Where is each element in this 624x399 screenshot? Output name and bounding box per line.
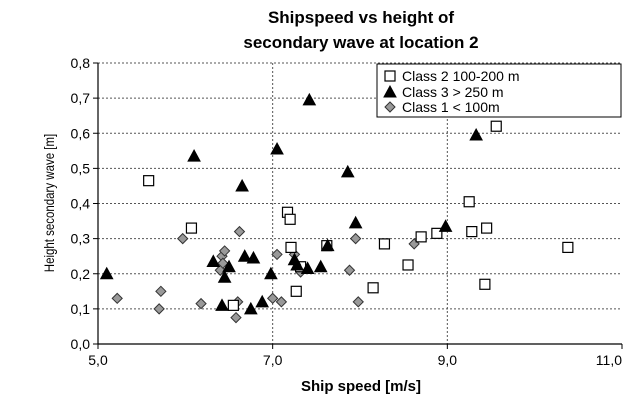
square-point	[185, 222, 198, 234]
legend-label: Class 2 100-200 m	[402, 68, 520, 84]
triangle-point	[313, 259, 328, 273]
square-point	[479, 278, 491, 290]
triangle-point	[246, 250, 261, 264]
square-point	[490, 120, 502, 132]
diamond-point	[352, 296, 364, 308]
y-axis-title: Height secondary wave [m]	[41, 134, 57, 272]
triangle-point	[348, 215, 363, 229]
x-tick-label: 9,0	[438, 352, 458, 368]
y-tick-label: 0,7	[71, 90, 91, 106]
y-tick-label: 0,3	[71, 231, 91, 247]
triangle-point	[438, 219, 453, 232]
diamond-point	[111, 292, 123, 305]
y-tick-label: 0,1	[71, 301, 91, 317]
triangle-point	[206, 254, 221, 267]
square-point	[431, 227, 443, 239]
triangle-point	[270, 142, 284, 155]
square-point	[143, 175, 155, 187]
y-tick-label: 0,2	[71, 266, 91, 282]
diamond-point	[153, 303, 165, 315]
diamond-point	[217, 257, 229, 269]
y-tick-label: 0,8	[71, 55, 91, 71]
x-axis-title: Ship speed [m/s]	[301, 378, 421, 395]
diamond-point	[218, 245, 231, 257]
square-point	[562, 241, 574, 254]
square-point	[402, 259, 414, 271]
triangle-point	[264, 266, 278, 280]
triangle-point	[99, 266, 114, 280]
diamond-point	[230, 311, 242, 324]
triangle-point	[243, 301, 258, 315]
chart-title-line-1: Shipspeed vs height of	[268, 8, 454, 27]
triangle-point	[320, 238, 335, 252]
y-tick-label: 0,5	[71, 160, 91, 176]
diamond-point	[349, 232, 362, 245]
square-point	[367, 282, 379, 294]
square-point	[415, 231, 427, 243]
x-tick-label: 7,0	[263, 352, 283, 368]
diamond-point	[343, 264, 356, 276]
triangle-point	[255, 294, 270, 308]
diamond-point	[266, 292, 279, 305]
square-point	[290, 285, 302, 297]
triangle-point	[300, 261, 315, 274]
chart-title-line-2: secondary wave at location 2	[243, 33, 478, 52]
plot-area: 0,0 0,1 0,2 0,3 0,4 0,5 0,6 0,7 0,8 5,0 7,0 9,0 11,0	[71, 55, 623, 368]
y-tick-label: 0,4	[71, 196, 91, 212]
square-point	[285, 241, 297, 254]
diamond-point	[177, 232, 189, 245]
triangle-point	[302, 92, 317, 106]
triangle-point	[469, 127, 483, 141]
legend-marker-square	[384, 70, 396, 82]
triangle-point	[237, 249, 252, 262]
square-point	[481, 222, 493, 234]
diamond-point	[195, 297, 207, 310]
square-point	[227, 299, 239, 311]
triangle-point	[235, 178, 249, 192]
x-tick-label: 11,0	[596, 352, 622, 368]
square-point	[378, 238, 391, 250]
x-tick-label: 5,0	[88, 352, 108, 368]
diamond-point	[155, 285, 167, 298]
square-point	[466, 226, 478, 238]
triangle-point	[290, 257, 304, 271]
legend-marker-triangle	[383, 84, 397, 98]
square-point	[284, 213, 296, 225]
triangle-point	[217, 270, 232, 283]
diamond-point	[275, 296, 288, 308]
legend-label: Class 3 > 250 m	[402, 84, 504, 100]
diamond-point	[271, 248, 283, 261]
legend-label: Class 1 < 100m	[402, 99, 500, 115]
y-tick-label: 0,6	[71, 125, 91, 141]
legend-marker-diamond	[384, 101, 396, 113]
square-point	[463, 196, 475, 208]
legend-box	[376, 63, 622, 118]
triangle-point	[215, 298, 229, 311]
y-tick-label: 0,0	[71, 336, 91, 352]
triangle-point	[340, 164, 355, 178]
triangle-point	[222, 259, 236, 273]
triangle-point	[187, 149, 201, 162]
diamond-point	[233, 225, 246, 238]
